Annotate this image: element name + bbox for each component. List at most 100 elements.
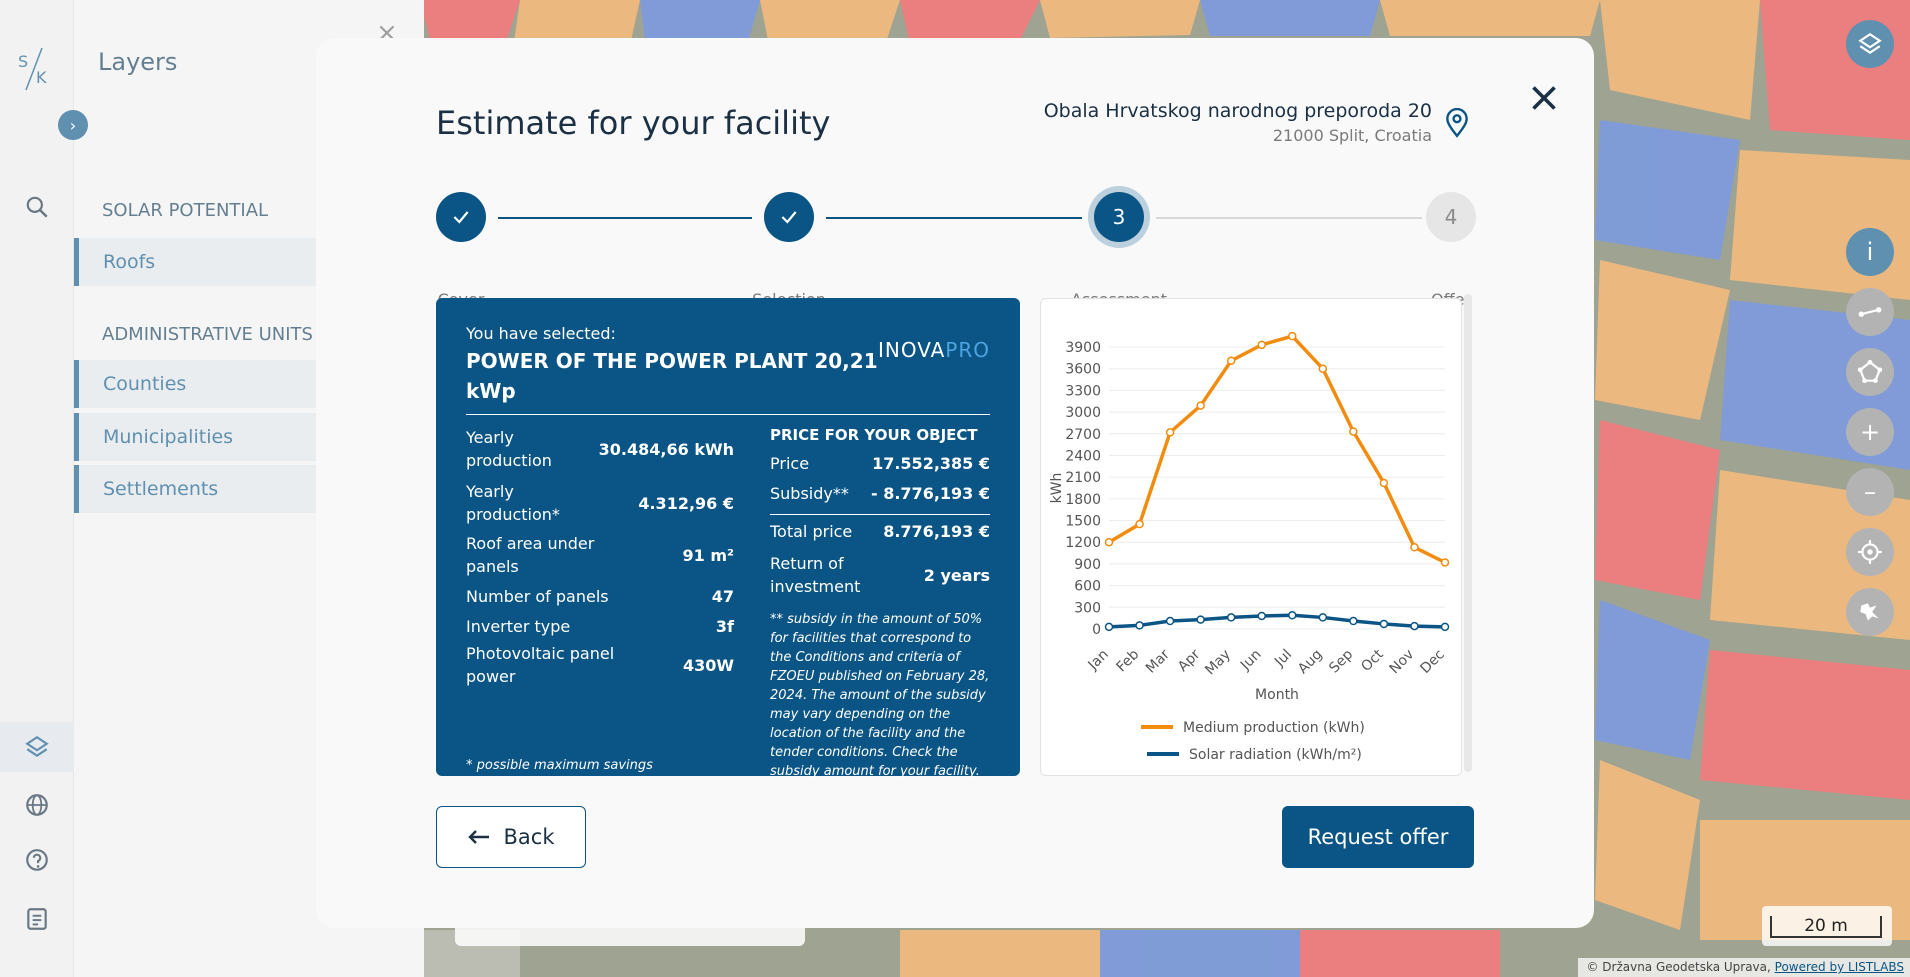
spec-label: Yearly production bbox=[466, 428, 552, 470]
price-label: Subsidy** bbox=[770, 484, 849, 503]
location-pin-icon bbox=[1446, 108, 1468, 138]
nav-globe-button[interactable] bbox=[0, 780, 74, 830]
step-selection[interactable] bbox=[764, 192, 814, 242]
spec-value: 91 m² bbox=[682, 545, 734, 565]
x-tick-label: Jul bbox=[1271, 647, 1295, 671]
request-offer-button[interactable]: Request offer bbox=[1282, 806, 1474, 868]
series-line bbox=[1108, 334, 1446, 565]
spec-row: Photovoltaic panel power 430W bbox=[466, 642, 734, 688]
nav-help-button[interactable] bbox=[0, 836, 74, 886]
scale-bar: 20 m bbox=[1762, 906, 1892, 946]
spec-label: Photovoltaic panel power bbox=[466, 644, 615, 686]
data-point bbox=[1440, 558, 1450, 567]
measure-area-icon[interactable] bbox=[1846, 348, 1894, 396]
spec-value: 3f bbox=[715, 616, 734, 636]
zoom-out-icon[interactable]: – bbox=[1846, 468, 1894, 516]
collapse-chevron-icon[interactable]: › bbox=[58, 110, 88, 140]
nav-search-button[interactable] bbox=[0, 182, 74, 232]
total-label: Total price bbox=[770, 522, 853, 541]
spec-value: 30.484,66 kWh bbox=[598, 439, 734, 459]
inovapro-logo: INOVAPRO bbox=[878, 338, 990, 362]
data-point bbox=[1288, 611, 1297, 620]
step-cover[interactable] bbox=[436, 192, 486, 242]
step-connector bbox=[1156, 217, 1422, 219]
data-point bbox=[1288, 331, 1297, 341]
savings-footnote: * possible maximum savings bbox=[466, 758, 653, 773]
zoom-in-icon[interactable]: + bbox=[1846, 408, 1894, 456]
subsidy-note: ** subsidy in the amount of 50% for faci… bbox=[770, 612, 990, 779]
step-offer[interactable]: 4 bbox=[1426, 192, 1476, 242]
production-chart: 0 300 600 900 1200 1500 1800 2100 2400 2700 3000 33… bbox=[1049, 331, 1450, 763]
data-point bbox=[1226, 613, 1236, 622]
power-plant-title: POWER OF THE POWER PLANT 20,21 kWp bbox=[466, 349, 878, 403]
map-layers-icon[interactable] bbox=[1846, 20, 1894, 68]
scale-label: 20 m bbox=[1770, 916, 1882, 938]
total-price-row: Total price 8.776,193 € bbox=[770, 520, 990, 543]
attribution-text: © Državna Geodetska Uprava, bbox=[1586, 960, 1775, 974]
data-point bbox=[1410, 621, 1419, 631]
map-attribution: © Državna Geodetska Uprava, Powered by L… bbox=[1578, 958, 1910, 977]
app-logo[interactable]: S K bbox=[16, 46, 52, 92]
check-icon bbox=[781, 211, 797, 224]
y-tick-label: 3300 bbox=[1065, 383, 1101, 399]
data-point bbox=[1104, 537, 1114, 547]
nav-layers-button[interactable] bbox=[0, 722, 74, 772]
selected-label: You have selected: bbox=[466, 324, 616, 343]
card-scrollbar[interactable] bbox=[1464, 294, 1472, 772]
attribution-link[interactable]: Powered by LISTLABS bbox=[1774, 960, 1904, 974]
arrow-left-icon bbox=[467, 830, 489, 844]
locate-icon[interactable] bbox=[1846, 528, 1894, 576]
section-administrative-units: ADMINISTRATIVE UNITS bbox=[102, 324, 313, 345]
close-icon[interactable] bbox=[1526, 80, 1562, 116]
search-icon bbox=[26, 196, 48, 218]
brand-left: INOVA bbox=[877, 338, 946, 362]
price-label: Price bbox=[770, 454, 810, 473]
spec-label: Inverter type bbox=[466, 616, 571, 636]
selection-summary-card: You have selected: POWER OF THE POWER PL… bbox=[436, 298, 1020, 779]
info-icon[interactable]: i bbox=[1846, 228, 1894, 276]
data-point bbox=[1379, 478, 1389, 488]
roi-label: Return of investment bbox=[770, 554, 861, 596]
step-assessment[interactable]: 3 bbox=[1094, 192, 1144, 242]
layers-title: Layers bbox=[98, 48, 178, 76]
back-button[interactable]: Back bbox=[436, 806, 586, 868]
country-outline-icon[interactable] bbox=[1846, 588, 1894, 636]
nav-document-button[interactable] bbox=[0, 894, 74, 944]
data-point bbox=[1349, 616, 1358, 626]
y-tick-label: 1800 bbox=[1065, 492, 1101, 508]
y-tick-label: 900 bbox=[1074, 557, 1101, 573]
y-tick-label: 2400 bbox=[1065, 448, 1101, 464]
y-tick-label: 2100 bbox=[1065, 470, 1101, 486]
measure-line-icon[interactable] bbox=[1846, 288, 1894, 336]
total-value: 8.776,193 € bbox=[883, 522, 990, 541]
map-tools: i + – bbox=[1846, 0, 1902, 977]
data-point bbox=[1165, 616, 1175, 626]
logo-letter-bottom: K bbox=[36, 68, 47, 87]
progress-stepper: Cover Selection 3 Assessment 4 Offer bbox=[436, 192, 1476, 309]
spec-row: Inverter type 3f bbox=[466, 614, 734, 638]
data-point bbox=[1257, 611, 1266, 621]
data-point bbox=[1318, 364, 1328, 373]
x-tick-label: May bbox=[1202, 647, 1234, 679]
production-chart-card: 0 300 600 900 1200 1500 1800 2100 2400 2700 3000 33… bbox=[1040, 298, 1462, 776]
divider bbox=[770, 514, 990, 515]
x-tick-label: Dec bbox=[1417, 647, 1447, 677]
logo-slash bbox=[25, 47, 43, 91]
x-tick-label: Jan bbox=[1085, 647, 1112, 674]
y-tick-label: 1200 bbox=[1065, 535, 1101, 551]
legend-label: Solar radiation (kWh/m²) bbox=[1189, 747, 1362, 763]
x-tick-label: Mar bbox=[1143, 646, 1173, 676]
address-city: 21000 Split, Croatia bbox=[1272, 126, 1432, 145]
back-label: Back bbox=[503, 825, 555, 849]
x-tick-label: Oct bbox=[1358, 646, 1387, 675]
spec-row: Yearly production* 4.312,96 € bbox=[466, 480, 734, 526]
y-tick-label: 0 bbox=[1092, 622, 1101, 638]
data-point bbox=[1104, 622, 1114, 632]
y-tick-label: 3600 bbox=[1065, 362, 1101, 378]
data-point bbox=[1349, 427, 1358, 436]
logo-letter-top: S bbox=[18, 52, 29, 71]
data-point bbox=[1379, 619, 1389, 629]
x-tick-label: Feb bbox=[1114, 646, 1143, 675]
y-axis-label: kWh bbox=[1049, 473, 1065, 504]
data-point bbox=[1135, 519, 1144, 529]
